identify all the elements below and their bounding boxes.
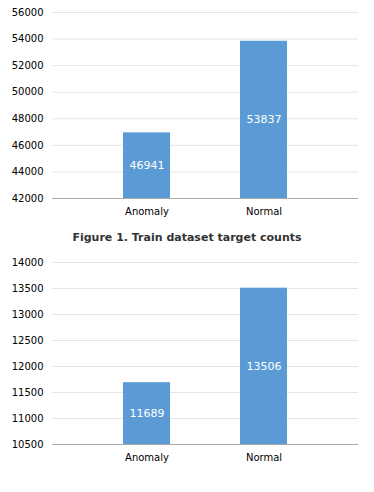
svg-text:46941: 46941	[130, 159, 165, 172]
svg-text:13500: 13500	[12, 283, 44, 294]
svg-text:52000: 52000	[12, 60, 44, 71]
svg-text:12500: 12500	[12, 335, 44, 346]
svg-text:11500: 11500	[12, 387, 44, 398]
svg-text:10500: 10500	[12, 439, 44, 450]
svg-text:11689: 11689	[130, 407, 165, 420]
svg-text:Normal: Normal	[246, 206, 282, 217]
svg-text:14000: 14000	[12, 257, 44, 268]
svg-text:13506: 13506	[247, 360, 282, 373]
svg-text:56000: 56000	[12, 7, 44, 18]
svg-text:54000: 54000	[12, 33, 44, 44]
svg-text:42000: 42000	[12, 193, 44, 204]
svg-text:46000: 46000	[12, 140, 44, 151]
svg-text:13000: 13000	[12, 309, 44, 320]
svg-text:44000: 44000	[12, 166, 44, 177]
svg-text:Normal: Normal	[246, 452, 282, 463]
svg-text:Anomaly: Anomaly	[125, 206, 169, 217]
svg-text:12000: 12000	[12, 361, 44, 372]
svg-text:50000: 50000	[12, 86, 44, 97]
svg-text:53837: 53837	[247, 113, 282, 126]
svg-text:11000: 11000	[12, 413, 44, 424]
svg-text:Anomaly: Anomaly	[125, 452, 169, 463]
svg-text:48000: 48000	[12, 113, 44, 124]
html-text:Figure 1. Train dataset target: Figure 1. Train dataset target counts	[72, 231, 302, 244]
